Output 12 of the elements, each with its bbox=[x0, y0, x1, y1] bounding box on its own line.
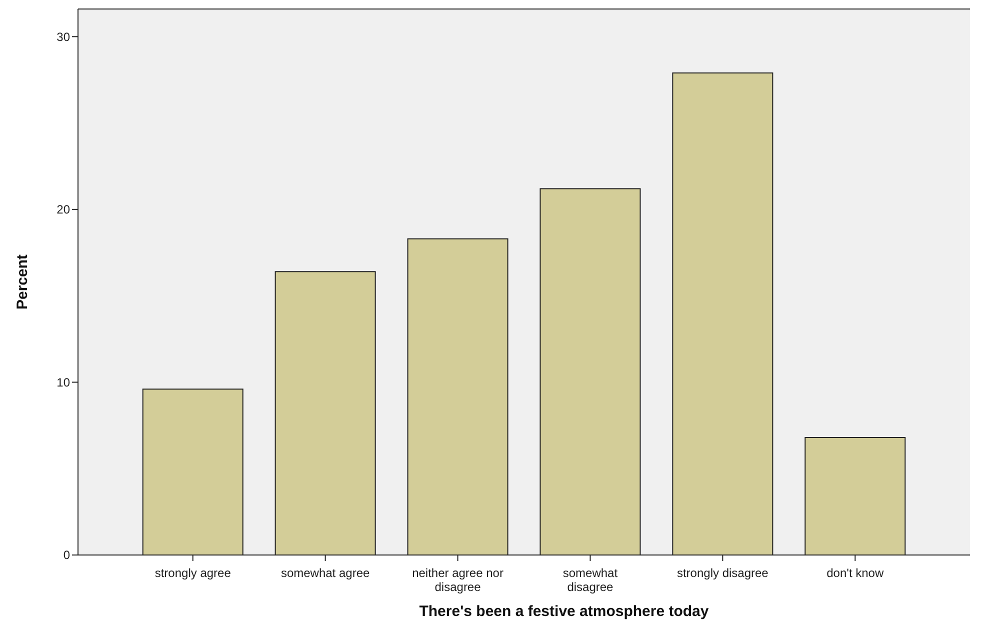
x-tick-label: neither agree nor disagree bbox=[412, 566, 504, 594]
y-axis-title: Percent bbox=[14, 254, 31, 310]
y-tick-label: 20 bbox=[56, 202, 70, 217]
x-axis-title: There's been a festive atmosphere today bbox=[419, 603, 710, 620]
x-tick-label: strongly disagree bbox=[676, 566, 769, 580]
y-tick-label: 0 bbox=[63, 548, 70, 562]
x-tick-label: somewhat agree bbox=[280, 566, 370, 580]
x-tick-label: don't know bbox=[826, 566, 884, 580]
x-tick-label: strongly agree bbox=[154, 566, 232, 580]
y-tick-label: 30 bbox=[56, 30, 70, 44]
y-tick-label: 10 bbox=[56, 375, 70, 390]
x-tick-label: somewhat disagree bbox=[562, 566, 618, 594]
